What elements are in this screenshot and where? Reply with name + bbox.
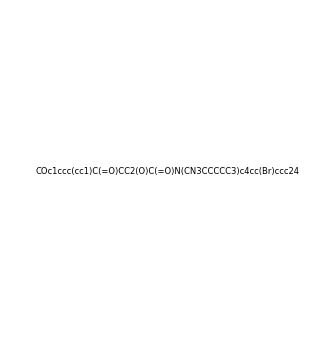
Text: COc1ccc(cc1)C(=O)CC2(O)C(=O)N(CN3CCCCC3)c4cc(Br)ccc24: COc1ccc(cc1)C(=O)CC2(O)C(=O)N(CN3CCCCC3)… <box>36 167 299 176</box>
